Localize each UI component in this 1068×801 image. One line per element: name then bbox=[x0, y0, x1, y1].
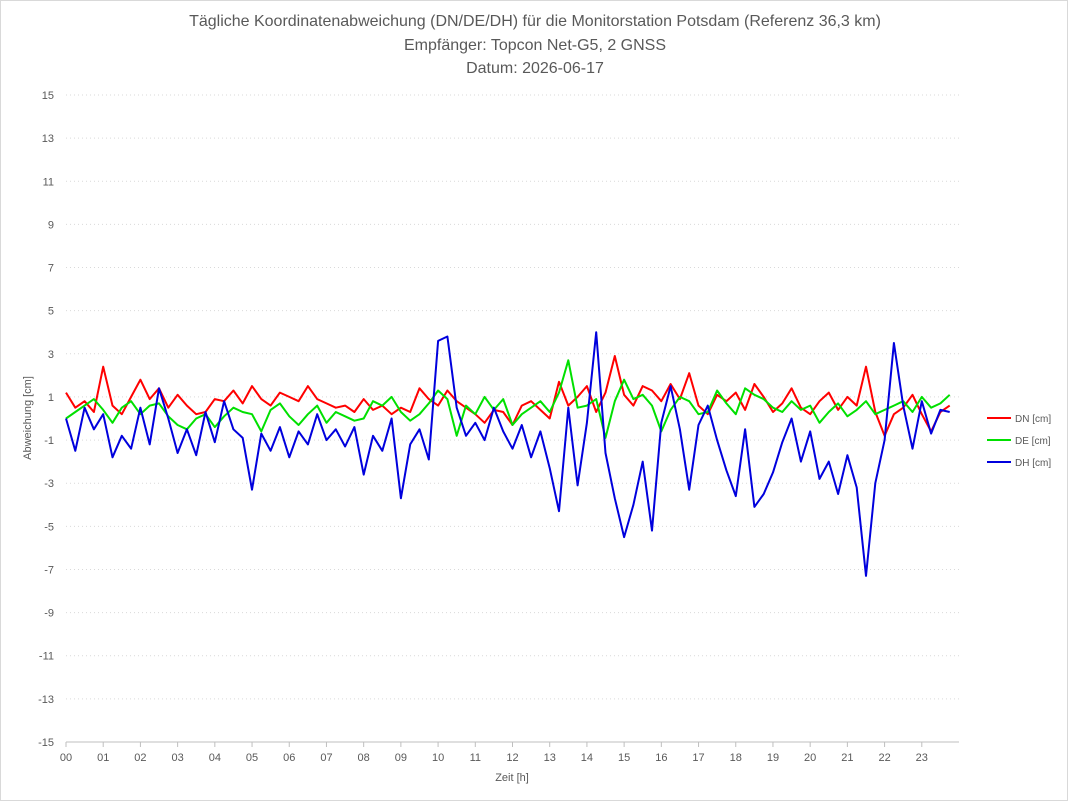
y-tick-label: 1 bbox=[48, 392, 54, 404]
y-axis-label: Abweichung [cm] bbox=[22, 376, 34, 460]
chart-subtitle-receiver: Empfänger: Topcon Net-G5, 2 GNSS bbox=[403, 37, 667, 54]
y-tick-label: 11 bbox=[43, 176, 54, 188]
x-tick-label: 18 bbox=[730, 752, 742, 764]
series-line-dh bbox=[65, 331, 950, 577]
x-tick-label: 01 bbox=[97, 752, 109, 764]
x-tick-label: 07 bbox=[320, 752, 332, 764]
y-tick-label: -13 bbox=[38, 694, 54, 706]
y-tick-label: -5 bbox=[44, 521, 54, 533]
legend-label: DE [cm] bbox=[1015, 436, 1051, 447]
y-tick-label: 5 bbox=[48, 306, 54, 318]
x-tick-label: 06 bbox=[283, 752, 295, 764]
y-tick-label: 9 bbox=[48, 219, 54, 231]
y-tick-label: -11 bbox=[39, 651, 54, 663]
x-tick-label: 22 bbox=[878, 752, 890, 764]
y-tick-label: -15 bbox=[38, 737, 54, 749]
x-tick-label: 08 bbox=[358, 752, 370, 764]
y-tick-label: 13 bbox=[42, 133, 54, 145]
series-lines bbox=[65, 331, 951, 577]
series-line-dn bbox=[65, 355, 951, 437]
x-tick-label: 19 bbox=[767, 752, 779, 764]
y-tick-label: -3 bbox=[44, 478, 54, 490]
x-tick-label: 00 bbox=[60, 752, 72, 764]
x-tick-label: 04 bbox=[209, 752, 221, 764]
x-tick-label: 10 bbox=[432, 752, 444, 764]
y-tick-label: 15 bbox=[42, 90, 54, 102]
x-tick-labels: 00 01 02 03 04 05 06 07 08 09 10 11 12 13 14 15 16 17 18 19… bbox=[60, 752, 928, 764]
x-tick-label: 09 bbox=[395, 752, 407, 764]
legend-label: DH [cm] bbox=[1015, 458, 1051, 469]
x-tick-label: 05 bbox=[246, 752, 258, 764]
x-tick-label: 13 bbox=[544, 752, 556, 764]
series-line-de bbox=[65, 359, 951, 439]
x-tick-label: 20 bbox=[804, 752, 816, 764]
x-tick-label: 14 bbox=[581, 752, 593, 764]
x-tick-label: 15 bbox=[618, 752, 630, 764]
legend: DN [cm] DE [cm] DH [cm] bbox=[987, 414, 1051, 469]
x-tick-label: 03 bbox=[172, 752, 184, 764]
legend-label: DN [cm] bbox=[1015, 414, 1051, 425]
y-tick-labels: 15 13 11 9 7 5 3 1 -1 -3 -5 -7 -9 -11 -13 -15 bbox=[38, 90, 54, 749]
x-tick-label: 12 bbox=[506, 752, 518, 764]
gridlines bbox=[65, 94, 959, 747]
x-tick-label: 11 bbox=[470, 752, 481, 764]
y-tick-label: -1 bbox=[44, 435, 54, 447]
x-axis-label: Zeit [h] bbox=[495, 772, 529, 784]
y-tick-label: 7 bbox=[48, 263, 54, 275]
chart-subtitle-date: Datum: 2026-06-17 bbox=[466, 60, 604, 77]
y-tick-label: -9 bbox=[44, 608, 54, 620]
x-tick-label: 17 bbox=[692, 752, 704, 764]
x-tick-label: 21 bbox=[841, 752, 853, 764]
x-tick-label: 16 bbox=[655, 752, 667, 764]
x-tick-label: 02 bbox=[134, 752, 146, 764]
y-tick-label: 3 bbox=[48, 349, 54, 361]
x-tick-label: 23 bbox=[916, 752, 928, 764]
y-tick-label: -7 bbox=[44, 564, 54, 576]
chart-title: Tägliche Koordinatenabweichung (DN/DE/DH… bbox=[189, 13, 881, 30]
